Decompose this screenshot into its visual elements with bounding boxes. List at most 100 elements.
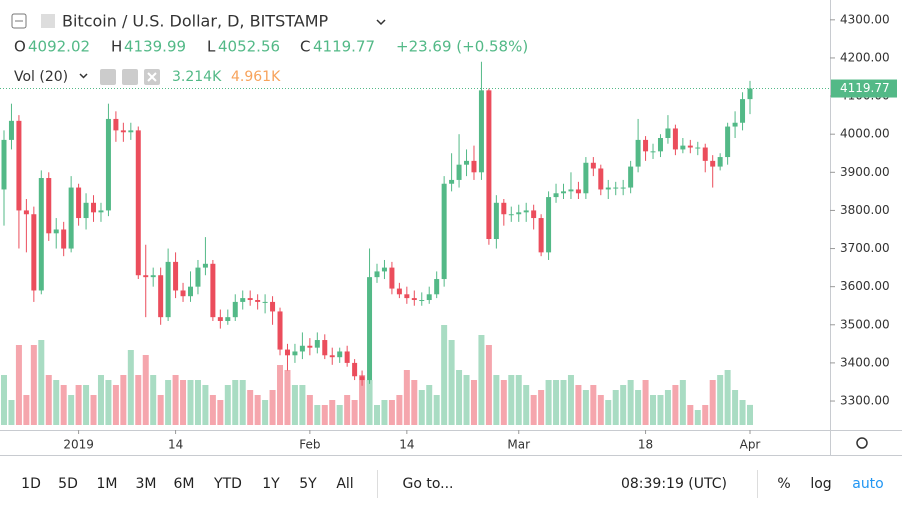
chart-title[interactable]: Bitcoin / U.S. Dollar, D, BITSTAMP bbox=[62, 12, 329, 31]
volume-bar bbox=[68, 395, 75, 425]
candle-body bbox=[374, 271, 380, 278]
volume-bar bbox=[538, 390, 545, 425]
goto-button[interactable]: Go to... bbox=[402, 476, 453, 492]
y-tick-label: 3800.00 bbox=[840, 203, 890, 217]
range-button[interactable]: 1Y bbox=[262, 476, 280, 492]
volume-bar bbox=[374, 405, 380, 425]
volume-bar bbox=[411, 380, 418, 425]
range-button[interactable]: 1M bbox=[97, 476, 118, 492]
candle-body bbox=[8, 120, 14, 140]
volume-bar bbox=[38, 340, 45, 425]
candle-body bbox=[225, 317, 231, 321]
candle-body bbox=[389, 267, 395, 289]
volume-bar bbox=[194, 380, 201, 425]
volume-bar bbox=[142, 355, 149, 425]
x-tick-label: Apr bbox=[740, 438, 761, 452]
candle-body bbox=[352, 362, 358, 377]
volume-bar bbox=[403, 370, 410, 425]
candle-body bbox=[583, 162, 589, 194]
volume-bar bbox=[150, 375, 157, 425]
candle-body bbox=[411, 298, 417, 301]
volume-bar bbox=[45, 375, 52, 425]
title-chevron[interactable] bbox=[376, 19, 386, 26]
volume-bar bbox=[336, 405, 343, 425]
auto-toggle[interactable]: auto bbox=[852, 476, 884, 492]
x-tick-label: 14 bbox=[168, 438, 183, 452]
candle-body bbox=[426, 294, 432, 301]
candle-body bbox=[657, 137, 663, 152]
candle-body bbox=[486, 90, 492, 240]
range-button[interactable]: 6M bbox=[174, 476, 195, 492]
volume-bar bbox=[217, 400, 224, 425]
range-button[interactable]: All bbox=[336, 476, 353, 492]
volume-bar bbox=[672, 385, 679, 425]
volume-bar bbox=[739, 400, 746, 425]
candle-body bbox=[381, 267, 387, 272]
candle-body bbox=[672, 128, 678, 150]
candle-body bbox=[620, 187, 626, 189]
symbol-icon bbox=[41, 14, 55, 28]
range-button[interactable]: 5Y bbox=[299, 476, 317, 492]
y-tick-label: 3600.00 bbox=[840, 279, 890, 293]
candle-body bbox=[725, 126, 731, 158]
candle-body bbox=[635, 139, 641, 167]
candle-body bbox=[471, 160, 477, 173]
volume-bar bbox=[254, 395, 261, 425]
settings-gear[interactable] bbox=[856, 437, 868, 449]
range-button[interactable]: 3M bbox=[136, 476, 157, 492]
range-button[interactable]: YTD bbox=[213, 476, 242, 492]
candle-body bbox=[605, 187, 611, 190]
eye-icon[interactable] bbox=[100, 69, 116, 85]
volume-bar bbox=[75, 385, 82, 425]
candle-body bbox=[202, 263, 208, 268]
volume-bar bbox=[172, 375, 179, 425]
log-toggle[interactable]: log bbox=[810, 476, 831, 492]
volume-bar bbox=[232, 380, 239, 425]
open-value: 4092.02 bbox=[28, 38, 90, 56]
candle-body bbox=[613, 187, 619, 189]
volume-bar bbox=[284, 370, 291, 425]
volume-bar bbox=[83, 385, 90, 425]
volume-bar bbox=[470, 380, 477, 425]
candle-body bbox=[68, 187, 74, 249]
y-tick-label: 4000.00 bbox=[840, 127, 890, 141]
candle-body bbox=[665, 128, 671, 138]
high-value: 4139.99 bbox=[124, 38, 186, 56]
volume-chevron[interactable] bbox=[79, 73, 88, 79]
candle-body bbox=[135, 130, 141, 276]
candle-body bbox=[702, 147, 708, 161]
candle-body bbox=[434, 279, 440, 295]
candle-body bbox=[210, 263, 216, 318]
candle-body bbox=[561, 191, 566, 194]
candle-body bbox=[501, 202, 507, 215]
candle-body bbox=[367, 277, 373, 381]
candle-body bbox=[314, 340, 320, 348]
volume-bar bbox=[597, 395, 604, 425]
volume-bar bbox=[277, 365, 284, 425]
candle-body bbox=[717, 157, 723, 167]
candle-body bbox=[16, 120, 22, 211]
volume-bar bbox=[15, 345, 22, 425]
range-button[interactable]: 5D bbox=[58, 476, 78, 492]
candle-body bbox=[396, 288, 402, 295]
volume-bar bbox=[30, 345, 37, 425]
volume-bar bbox=[627, 380, 634, 425]
candle-body bbox=[516, 212, 522, 215]
range-button[interactable]: 1D bbox=[21, 476, 41, 492]
candle-body bbox=[419, 300, 425, 302]
volume-bar bbox=[262, 400, 269, 425]
candle-body bbox=[478, 90, 484, 173]
settings-icon[interactable] bbox=[122, 69, 138, 85]
collapse-icon[interactable] bbox=[11, 13, 27, 29]
candle-body bbox=[158, 275, 164, 318]
x-tick-label: Feb bbox=[299, 438, 320, 452]
volume-bar bbox=[605, 400, 612, 425]
candle-body bbox=[546, 197, 552, 253]
volume-bar bbox=[582, 390, 589, 425]
volume-bar bbox=[426, 385, 433, 425]
percent-toggle[interactable]: % bbox=[777, 476, 790, 492]
candle-body bbox=[240, 298, 246, 302]
candle-body bbox=[568, 189, 574, 192]
volume-bar bbox=[351, 400, 358, 425]
volume-bar bbox=[709, 380, 716, 425]
